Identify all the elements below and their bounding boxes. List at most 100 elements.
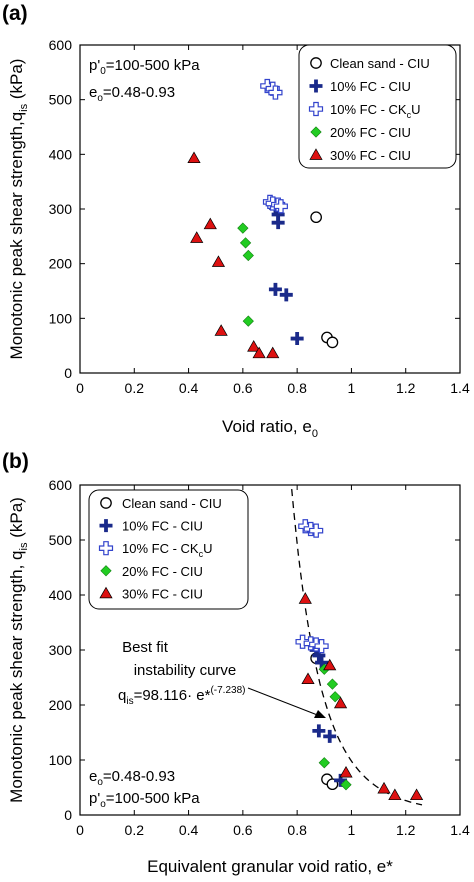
x-tick-label: 0.2 [125, 822, 145, 838]
data-point [242, 315, 254, 327]
data-point [326, 336, 339, 349]
data-point [295, 634, 310, 649]
fit-equation: qis=98.116· e*(-7.238) [118, 685, 245, 707]
legend-label: 10% FC - CKcU [122, 541, 212, 559]
data-point [271, 207, 285, 221]
annotation-void-ratio-b: eo=0.48-0.93 [89, 768, 175, 788]
y-tick-label: 0 [64, 807, 72, 823]
data-point [388, 788, 402, 801]
legend-b: Clean sand - CIU 10% FC - CIU 10% FC - CKc… [88, 489, 249, 610]
fit-label-line2: instability curve [134, 662, 237, 679]
y-tick-label: 100 [49, 310, 73, 326]
data-point [314, 639, 329, 654]
data-point [310, 211, 322, 224]
data-point [339, 765, 353, 778]
data-point [298, 592, 312, 604]
data-point [187, 151, 201, 164]
legend-marker [309, 79, 323, 93]
x-tick-label: 0.6 [233, 822, 253, 838]
x-tick-label: 1.2 [396, 822, 416, 838]
legend-marker [308, 101, 324, 117]
data-point [334, 773, 348, 787]
panel-label-b: (b) [2, 450, 29, 473]
data-point [312, 724, 326, 738]
y-tick-label: 300 [49, 201, 73, 217]
legend-marker [310, 57, 322, 69]
legend-a: Clean sand - CIU 10% FC - CIU 10% FC - CKc… [298, 44, 457, 169]
fit-arrow-line [247, 687, 321, 717]
data-point [266, 346, 280, 359]
data-point [315, 656, 329, 670]
data-point [333, 696, 348, 709]
data-point [190, 231, 204, 243]
legend-label: 10% FC - CIU [122, 519, 203, 534]
data-point [268, 85, 283, 100]
legend-label: 20% FC - CIU [122, 564, 203, 579]
fit-label-line1: Best fit [122, 639, 169, 656]
x-axis-label-a: Void ratio, e0 [222, 417, 318, 440]
y-tick-label: 200 [49, 697, 73, 713]
data-point [409, 788, 424, 801]
legend-marker [100, 497, 112, 509]
data-point [318, 757, 330, 769]
annotation-pressure-b: p'o=100-500 kPa [89, 790, 200, 810]
x-tick-label: 0.8 [287, 822, 307, 838]
fit-curve [291, 489, 423, 806]
data-point [273, 199, 288, 214]
x-tick-label: 0 [76, 380, 84, 396]
y-tick-label: 400 [49, 146, 73, 162]
axis-ticks-a: 0 0.2 0.4 0.6 0.8 1 1.2 1.4 0 100 200 300 400 500 600 [49, 37, 470, 396]
data-point [301, 672, 315, 684]
x-tick-label: 1.4 [450, 822, 470, 838]
data-point [323, 658, 337, 671]
x-tick-label: 0.4 [179, 822, 199, 838]
x-tick-label: 0.6 [233, 380, 253, 396]
y-tick-label: 0 [64, 365, 72, 381]
x-tick-label: 0.8 [287, 380, 307, 396]
legend-box [298, 44, 457, 169]
y-tick-label: 300 [49, 642, 73, 658]
legend-marker [98, 541, 114, 556]
data-point [237, 222, 249, 234]
x-tick-label: 1.2 [396, 380, 416, 396]
data-point [242, 249, 254, 262]
legend-marker [100, 565, 112, 577]
annotation-void-ratio-a: eo=0.48-0.93 [89, 84, 175, 104]
panel-label-a: (a) [2, 2, 28, 25]
data-point [239, 237, 252, 249]
data-point [377, 781, 391, 794]
fit-arrow-head [314, 710, 326, 718]
data-point [247, 340, 261, 352]
data-point [211, 255, 226, 267]
y-tick-label: 100 [49, 752, 73, 768]
y-tick-label: 500 [49, 532, 73, 548]
y-tick-label: 600 [49, 477, 73, 493]
data-point [214, 324, 228, 336]
data-points-a [187, 78, 339, 359]
legend-label: Clean sand - CIU [330, 56, 430, 71]
chart-panel-a: (a) 0 0.2 0.4 0.6 0.8 1 1.2 1.4 0 100 200 300 400 500… [2, 2, 470, 440]
data-point [340, 779, 352, 791]
data-point [290, 332, 304, 346]
data-point [323, 729, 337, 743]
data-points-b [295, 519, 424, 801]
data-point [312, 649, 326, 662]
chart-panel-b: (b) 0 0.2 0.4 0.6 0.8 1 1.2 1.4 0 100 200 300 400 500… [2, 450, 470, 876]
data-point [326, 678, 339, 690]
x-tick-label: 1 [348, 380, 356, 396]
y-tick-label: 400 [49, 587, 73, 603]
legend-label: 30% FC - CIU [122, 586, 203, 601]
y-tick-label: 500 [49, 92, 73, 108]
axis-ticks-b: 0 0.2 0.4 0.6 0.8 1 1.2 1.4 0 100 200 300 400 500 600 [49, 477, 470, 838]
data-point [279, 288, 293, 302]
legend-label: 10% FC - CKcU [330, 102, 420, 120]
annotation-pressure-a: p'0=100-500 kPa [89, 57, 200, 77]
legend-label: Clean sand - CIU [122, 496, 222, 511]
legend-label: 20% FC - CIU [330, 125, 411, 140]
y-axis-label-b: Monotonic peak shear strength, qis (kPa) [7, 497, 30, 803]
legend-label: 10% FC - CIU [330, 79, 411, 94]
data-point [268, 282, 282, 296]
x-tick-label: 0.4 [179, 380, 199, 396]
x-tick-label: 0.2 [125, 380, 145, 396]
